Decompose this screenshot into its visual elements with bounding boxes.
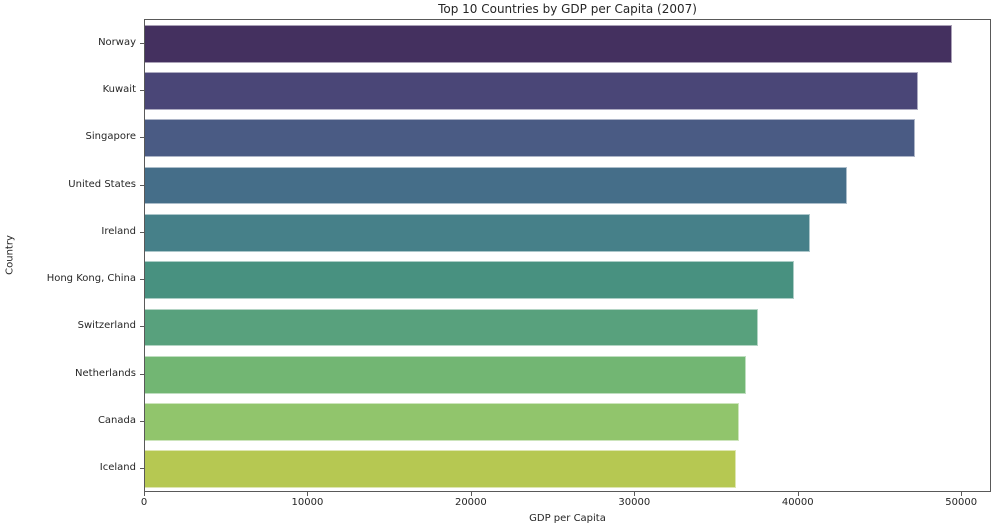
y-tick-mark: [140, 279, 144, 281]
x-tick-label: 50000: [945, 497, 978, 508]
y-tick-mark: [140, 89, 144, 91]
x-tick-mark: [797, 492, 799, 496]
y-tick-mark: [140, 326, 144, 328]
bar: [145, 166, 847, 205]
x-tick-mark: [470, 492, 472, 496]
bar: [145, 24, 952, 63]
x-tick-mark: [961, 492, 963, 496]
y-tick-label: Iceland: [99, 462, 136, 474]
bar: [145, 119, 916, 158]
y-tick-label: Kuwait: [102, 83, 136, 95]
x-tick-mark: [307, 492, 309, 496]
y-tick-label: Switzerland: [77, 320, 136, 332]
x-tick-label: 20000: [454, 497, 487, 508]
x-tick-label: 0: [140, 497, 148, 508]
chart-title: Top 10 Countries by GDP per Capita (2007…: [438, 2, 697, 16]
y-tick-mark: [140, 373, 144, 375]
bar: [145, 450, 737, 489]
x-tick-mark: [144, 492, 145, 496]
bar: [145, 72, 919, 110]
bar: [145, 308, 758, 347]
x-tick-mark: [634, 492, 636, 496]
x-tick-label: 40000: [781, 497, 814, 508]
y-axis-label: Country: [4, 235, 16, 275]
y-tick-label: Canada: [97, 415, 136, 427]
x-axis-label: GDP per Capita: [529, 513, 606, 524]
y-tick-label: Singapore: [85, 131, 136, 143]
y-tick-mark: [140, 42, 144, 44]
bar: [145, 261, 795, 300]
x-tick-label: 10000: [291, 497, 324, 508]
bar: [145, 403, 739, 441]
y-tick-mark: [140, 184, 144, 186]
bar: [145, 355, 747, 394]
y-tick-mark: [140, 137, 144, 139]
y-tick-label: Netherlands: [75, 367, 136, 379]
y-tick-mark: [140, 231, 144, 233]
y-tick-label: United States: [68, 178, 136, 190]
plot-area: [144, 19, 991, 492]
x-tick-label: 30000: [618, 497, 651, 508]
y-tick-label: Ireland: [101, 225, 136, 237]
bar: [145, 213, 810, 252]
y-tick-mark: [140, 468, 144, 470]
y-tick-mark: [140, 421, 144, 423]
y-tick-label: Hong Kong, China: [46, 273, 136, 285]
y-tick-label: Norway: [98, 36, 136, 48]
